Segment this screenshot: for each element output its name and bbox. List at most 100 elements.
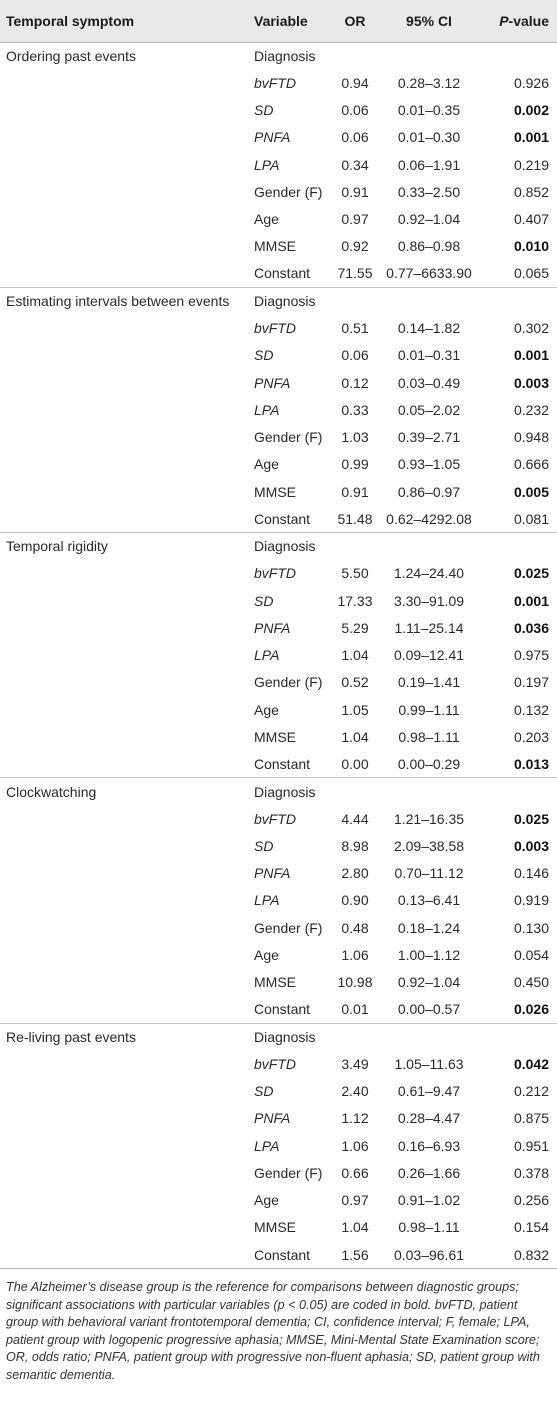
- empty-cell: [0, 887, 248, 914]
- empty-cell: [0, 206, 248, 233]
- confidence-interval-cell: 0.28–4.47: [397, 1110, 461, 1127]
- empty-cell: [0, 315, 248, 342]
- empty-cell: [0, 696, 248, 723]
- confidence-interval-cell: 0.93–1.05: [397, 456, 461, 473]
- odds-ratio-cell: 1.12: [341, 1110, 369, 1127]
- odds-ratio-cell: 5.50: [341, 565, 369, 582]
- odds-ratio-cell: 0.01: [341, 1001, 369, 1018]
- table-row: Age 1.06 1.00–1.12 0.054: [0, 941, 557, 968]
- table-row: PNFA 1.12 0.28–4.47 0.875: [0, 1105, 557, 1132]
- p-value-cell: 0.832: [513, 1246, 549, 1263]
- p-value-cell: 0.002: [513, 102, 549, 119]
- empty-cell: [0, 914, 248, 941]
- variable-cell: Constant: [254, 265, 311, 282]
- odds-ratio-cell: 5.29: [341, 619, 369, 636]
- p-value-cell: 0.003: [513, 374, 549, 391]
- confidence-interval-cell: 0.16–6.93: [397, 1137, 461, 1154]
- odds-ratio-cell: 0.06: [341, 102, 369, 119]
- odds-ratio-cell: [329, 42, 381, 69]
- confidence-interval-cell: 0.70–11.12: [394, 865, 464, 882]
- empty-cell: [0, 369, 248, 396]
- odds-ratio-cell: 2.80: [341, 865, 369, 882]
- empty-cell: [0, 1105, 248, 1132]
- confidence-interval-cell: 1.11–25.14: [394, 619, 464, 636]
- odds-ratio-cell: 1.56: [341, 1246, 369, 1263]
- odds-ratio-cell: 0.06: [341, 129, 369, 146]
- odds-ratio-cell: 0.51: [341, 320, 369, 337]
- empty-cell: [0, 723, 248, 750]
- p-value-cell: 0.130: [513, 919, 549, 936]
- empty-cell: [0, 178, 248, 205]
- table-row: Age 1.05 0.99–1.11 0.132: [0, 696, 557, 723]
- empty-cell: [0, 669, 248, 696]
- header-or: OR: [329, 0, 381, 43]
- table-row: PNFA 5.29 1.11–25.14 0.036: [0, 614, 557, 641]
- odds-ratio-cell: [329, 286, 381, 315]
- confidence-interval-cell: 0.86–0.98: [397, 238, 461, 255]
- confidence-interval-cell: 2.09–38.58: [393, 837, 465, 854]
- empty-cell: [0, 996, 248, 1023]
- odds-ratio-cell: 0.52: [341, 674, 369, 691]
- table-row: Age 0.97 0.91–1.02 0.256: [0, 1187, 557, 1214]
- variable-cell: Diagnosis: [248, 1022, 329, 1051]
- p-value-cell: [477, 777, 557, 805]
- p-value-cell: 0.154: [513, 1219, 549, 1236]
- p-value-cell: 0.203: [513, 728, 549, 745]
- odds-ratio-cell: 0.66: [341, 1164, 369, 1181]
- variable-cell: LPA: [254, 401, 280, 418]
- odds-ratio-cell: 0.12: [341, 374, 369, 391]
- empty-cell: [0, 451, 248, 478]
- empty-cell: [0, 1078, 248, 1105]
- empty-cell: [0, 151, 248, 178]
- table-row: bvFTD 5.50 1.24–24.40 0.025: [0, 560, 557, 587]
- empty-cell: [0, 69, 248, 96]
- table-row: Gender (F) 0.91 0.33–2.50 0.852: [0, 178, 557, 205]
- p-value-cell: 0.010: [513, 238, 549, 255]
- p-value-cell: 0.013: [513, 755, 549, 772]
- p-value-cell: 0.065: [513, 265, 549, 282]
- table-row: bvFTD 4.44 1.21–16.35 0.025: [0, 805, 557, 832]
- table-row: Age 0.97 0.92–1.04 0.407: [0, 206, 557, 233]
- confidence-interval-cell: 0.00–0.57: [397, 1001, 461, 1018]
- table-row: LPA 1.06 0.16–6.93 0.951: [0, 1132, 557, 1159]
- odds-ratio-cell: 71.55: [337, 265, 373, 282]
- odds-ratio-cell: 0.90: [341, 892, 369, 909]
- empty-cell: [0, 1214, 248, 1241]
- variable-cell: Diagnosis: [254, 47, 316, 64]
- odds-ratio-cell: 0.97: [341, 1192, 369, 1209]
- odds-ratio-cell: 0.97: [341, 211, 369, 228]
- confidence-interval-cell: 0.06–1.91: [397, 156, 461, 173]
- table-row: Estimating intervals between events Diagn…: [0, 286, 557, 315]
- p-value-cell: 0.875: [513, 1110, 549, 1127]
- p-value-cell: 0.001: [513, 129, 549, 146]
- variable-cell: MMSE: [254, 728, 296, 745]
- table-row: MMSE 0.91 0.86–0.97 0.005: [0, 478, 557, 505]
- table-row: Re-living past events Diagnosis: [0, 1022, 557, 1051]
- confidence-interval-cell: 1.00–1.12: [397, 946, 461, 963]
- table-row: PNFA 2.80 0.70–11.12 0.146: [0, 860, 557, 887]
- p-value-cell: 0.001: [513, 592, 549, 609]
- confidence-interval-cell: 3.30–91.09: [393, 592, 465, 609]
- empty-cell: [0, 805, 248, 832]
- empty-cell: [0, 233, 248, 260]
- variable-cell: Diagnosis: [248, 286, 329, 315]
- table-body: Ordering past events Diagnosis bvFTD 0.94 0.…: [0, 42, 557, 1268]
- odds-ratio-cell: 0.92: [341, 238, 369, 255]
- confidence-interval-cell: 0.05–2.02: [397, 401, 461, 418]
- variable-cell: LPA: [254, 892, 280, 909]
- empty-cell: [0, 941, 248, 968]
- confidence-interval-cell: 0.18–1.24: [397, 919, 461, 936]
- p-value-cell: 0.132: [513, 701, 549, 718]
- empty-cell: [0, 832, 248, 859]
- p-value-cell: 0.302: [513, 320, 549, 337]
- p-value-cell: 0.025: [513, 565, 549, 582]
- temporal-symptom-cell: Ordering past events: [6, 47, 136, 64]
- table-row: Constant 51.48 0.62–4292.08 0.081: [0, 505, 557, 532]
- confidence-interval-cell: 0.13–6.41: [397, 892, 461, 909]
- empty-cell: [0, 260, 248, 287]
- confidence-interval-cell: [381, 777, 477, 805]
- odds-ratio-cell: 0.99: [341, 456, 369, 473]
- temporal-symptom-cell: Clockwatching: [0, 777, 248, 805]
- empty-cell: [0, 587, 248, 614]
- empty-cell: [0, 614, 248, 641]
